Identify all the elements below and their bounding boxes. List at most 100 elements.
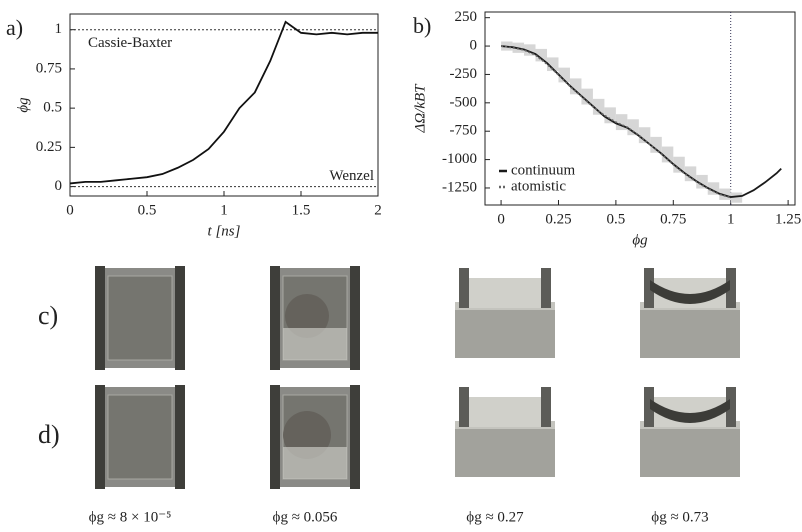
pore-wall [459, 387, 469, 427]
error-band [673, 156, 685, 173]
x-axis-label: t [ns] [208, 223, 241, 239]
x-tick-label: 0.5 [607, 211, 626, 227]
y-tick-label: -1250 [442, 179, 477, 195]
y-axis-label: ϕg [15, 97, 31, 113]
y-axis-label: ΔΩ/kBT [412, 83, 428, 134]
x-tick-label: 2 [374, 202, 382, 218]
meniscus [650, 399, 730, 423]
pore-floor [107, 275, 173, 361]
error-band [661, 146, 674, 163]
image-caption: ϕg ≈ 8 × 10⁻⁵ [89, 509, 172, 525]
error-band [638, 127, 651, 144]
pore-wall [644, 268, 654, 308]
x-tick-label: 1 [220, 202, 228, 218]
error-band [730, 192, 743, 203]
error-band [535, 48, 547, 62]
image-caption: ϕg ≈ 0.27 [466, 509, 524, 525]
pore-inner [469, 397, 541, 427]
pore-inner [469, 278, 541, 308]
x-tick-label: 1.25 [775, 211, 801, 227]
x-tick-label: 0.5 [138, 202, 157, 218]
y-tick-label: -500 [450, 94, 478, 110]
image-caption: ϕg ≈ 0.73 [651, 509, 708, 525]
row-label: d) [38, 420, 60, 449]
x-tick-label: 1 [727, 211, 735, 227]
y-tick-label: 0.5 [43, 100, 62, 116]
pore-wall [270, 266, 280, 370]
gas-bubble [285, 294, 329, 338]
error-band [604, 107, 616, 124]
y-tick-label: 0.25 [36, 139, 62, 155]
pore-image [455, 387, 555, 477]
panel-label: a) [6, 15, 23, 40]
pore-wall [541, 268, 551, 308]
error-band [696, 174, 708, 189]
data-line [69, 20, 378, 185]
pore-block [640, 427, 740, 477]
data-line [500, 45, 731, 199]
x-tick-label: 0.75 [660, 211, 686, 227]
error-band [707, 182, 720, 195]
pore-image [455, 268, 555, 358]
error-band [547, 57, 559, 72]
image-caption: ϕg ≈ 0.056 [273, 509, 338, 525]
error-band [684, 166, 697, 182]
liquid [283, 447, 347, 479]
pore-wall [175, 385, 185, 489]
y-tick-label: 0 [470, 37, 478, 53]
y-tick-label: 1 [55, 21, 63, 37]
error-band [524, 44, 536, 56]
pore-block [455, 308, 555, 358]
x-axis-label: ϕg [632, 232, 648, 248]
pore-wall [726, 268, 736, 308]
y-tick-label: -1000 [442, 151, 477, 167]
x-tick-label: 0.25 [545, 211, 571, 227]
pore-wall [459, 268, 469, 308]
y-tick-label: 0 [55, 178, 63, 194]
pore-floor [107, 394, 173, 480]
row-label: c) [38, 301, 58, 330]
error-band [592, 98, 605, 115]
pore-block [455, 427, 555, 477]
annotation: Cassie-Baxter [88, 35, 172, 51]
pore-wall [350, 266, 360, 370]
y-tick-label: 0.75 [36, 60, 62, 76]
pore-image [95, 266, 185, 370]
meniscus [650, 280, 730, 304]
error-band [569, 78, 582, 95]
legend-label: atomistic [511, 178, 566, 194]
pore-wall [726, 387, 736, 427]
y-tick-label: -250 [450, 66, 478, 82]
annotation: Wenzel [329, 168, 374, 184]
error-band [627, 119, 639, 136]
error-band [581, 88, 593, 105]
error-band [650, 136, 662, 153]
pore-image [95, 385, 185, 489]
pore-wall [350, 385, 360, 489]
x-tick-label: 0 [497, 211, 505, 227]
error-band [615, 114, 628, 131]
pore-wall [95, 385, 105, 489]
pore-wall [175, 266, 185, 370]
plot-frame [484, 11, 796, 206]
pore-image [270, 266, 360, 370]
error-band [719, 188, 731, 200]
y-tick-label: -750 [450, 123, 478, 139]
pore-wall [270, 385, 280, 489]
error-band [558, 67, 570, 83]
panel-label: b) [413, 13, 431, 38]
pore-wall [644, 387, 654, 427]
x-tick-label: 1.5 [292, 202, 311, 218]
x-tick-label: 0 [66, 202, 74, 218]
pore-block [640, 308, 740, 358]
pore-image [270, 385, 360, 489]
pore-wall [541, 387, 551, 427]
legend-label: continuum [511, 162, 575, 178]
pore-image [640, 268, 740, 358]
y-tick-label: 250 [455, 9, 478, 25]
liquid [283, 328, 347, 360]
pore-image [640, 387, 740, 477]
pore-wall [95, 266, 105, 370]
